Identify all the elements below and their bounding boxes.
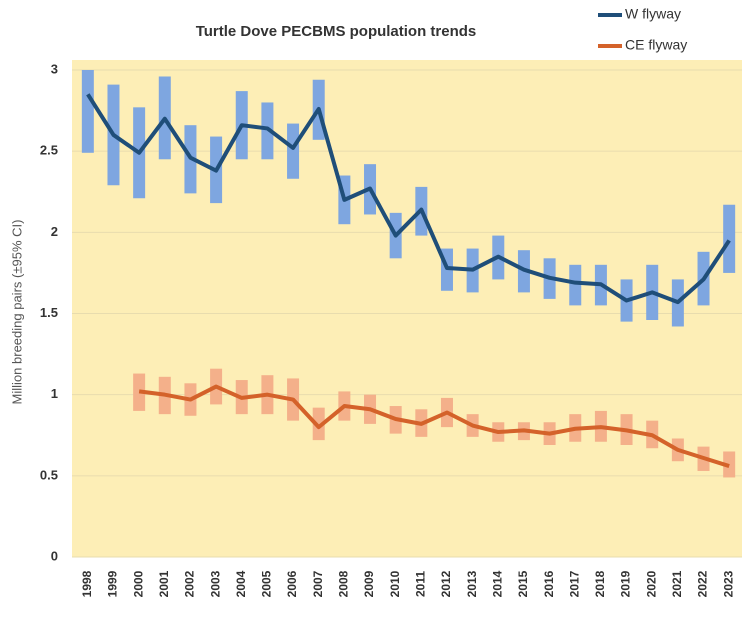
ci-bar [723, 204, 736, 273]
y-tick-label: 0 [51, 548, 58, 563]
x-tick-label: 2005 [260, 570, 274, 597]
chart-title: Turtle Dove PECBMS population trends [196, 23, 477, 40]
x-tick-label: 2008 [337, 570, 351, 597]
x-tick-label: 2009 [362, 570, 376, 597]
x-tick-label: 2019 [619, 570, 633, 597]
series-line [138, 384, 730, 468]
y-tick-label: 0.5 [40, 467, 58, 482]
ci-bar [287, 123, 300, 179]
x-tick-label: 2022 [696, 570, 710, 597]
ci-bar [81, 70, 94, 153]
legend-label: CE flyway [625, 37, 687, 53]
x-tick-label: 2004 [234, 570, 248, 597]
y-tick-label: 2 [51, 224, 58, 239]
x-tick-label: 2017 [567, 570, 581, 597]
x-tick-label: 1999 [106, 570, 120, 597]
x-tick-label: 2021 [670, 570, 684, 597]
x-tick-label: 2010 [388, 570, 402, 597]
x-tick-label: 2007 [311, 570, 325, 597]
x-tick-label: 2003 [208, 570, 222, 597]
y-tick-label: 1 [51, 386, 58, 401]
x-tick-label: 2002 [183, 570, 197, 597]
x-tick-label: 2011 [413, 571, 427, 597]
x-tick-label: 2013 [465, 570, 479, 597]
x-tick-label: 2023 [721, 570, 735, 597]
x-tick-label: 1998 [80, 570, 94, 597]
y-axis-label: Million breeding pairs (±95% CI) [9, 220, 24, 405]
ci-bar [569, 264, 582, 306]
x-tick-label: 2016 [542, 570, 556, 597]
y-tick-label: 3 [51, 61, 58, 76]
x-tick-label: 2015 [516, 570, 530, 597]
x-tick-label: 2018 [593, 570, 607, 597]
y-tick-label: 2.5 [40, 143, 58, 158]
x-tick-label: 2014 [490, 570, 504, 597]
y-tick-label: 1.5 [40, 305, 58, 320]
plot-area [72, 60, 742, 557]
x-tick-label: 2006 [285, 570, 299, 597]
ci-bar [312, 407, 325, 441]
x-tick-label: 2020 [644, 570, 658, 597]
x-tick-label: 2001 [157, 570, 171, 597]
x-tick-label: 2000 [131, 570, 145, 597]
legend-label: W flyway [625, 6, 681, 22]
series-line [86, 93, 731, 305]
x-tick-label: 2012 [439, 570, 453, 597]
